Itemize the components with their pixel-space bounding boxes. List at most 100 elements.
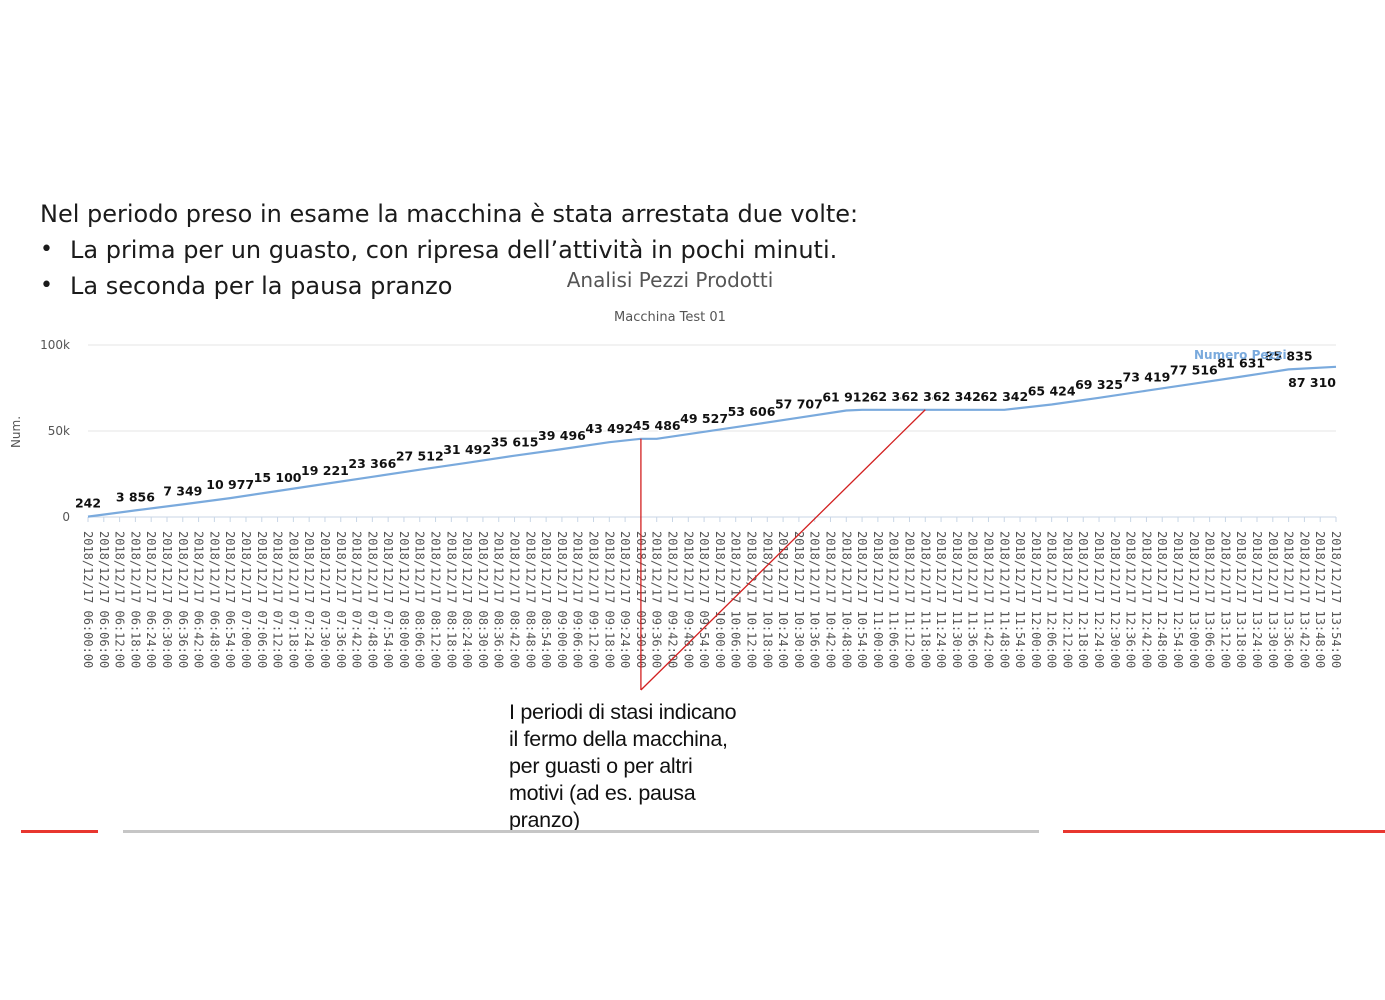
x-tick-label: 2018/12/17 08:42:00 [508, 531, 522, 668]
data-label: 69 325 [1075, 377, 1123, 392]
data-label: 35 615 [491, 435, 539, 450]
x-tick-label: 2018/12/17 08:36:00 [492, 531, 506, 668]
footer-rule-left [21, 830, 98, 833]
data-label: 10 977 [206, 477, 254, 492]
data-label: 15 100 [254, 470, 302, 485]
x-tick-label: 2018/12/17 07:36:00 [334, 531, 348, 668]
data-label: 39 496 [538, 428, 586, 443]
bullet-text-2: La seconda per la pausa pranzo [70, 272, 453, 300]
x-tick-label: 2018/12/17 09:12:00 [587, 531, 601, 668]
chart-subtitle: Macchina Test 01 [614, 310, 726, 325]
x-tick-label: 2018/12/17 13:42:00 [1297, 531, 1311, 668]
x-tick-label: 2018/12/17 12:36:00 [1124, 531, 1138, 668]
data-label: 85 835 [1265, 348, 1313, 363]
x-tick-label: 2018/12/17 11:54:00 [1013, 531, 1027, 668]
x-tick-label: 2018/12/17 11:06:00 [887, 531, 901, 668]
x-tick-label: 2018/12/17 09:24:00 [618, 531, 632, 668]
y-tick-label: 50k [48, 424, 70, 438]
x-tick-label: 2018/12/17 06:36:00 [176, 531, 190, 668]
y-tick-label: 100k [40, 338, 70, 352]
x-tick-label: 2018/12/17 07:12:00 [271, 531, 285, 668]
x-tick-label: 2018/12/17 09:42:00 [666, 531, 680, 668]
x-tick-label: 2018/12/17 06:24:00 [144, 531, 158, 668]
x-tick-label: 2018/12/17 08:30:00 [476, 531, 490, 668]
data-label: 45 486 [633, 418, 681, 433]
x-tick-label: 2018/12/17 08:54:00 [539, 531, 553, 668]
x-tick-label: 2018/12/17 10:24:00 [776, 531, 790, 668]
data-label: 27 512 [396, 449, 444, 464]
x-tick-label: 2018/12/17 06:30:00 [160, 531, 174, 668]
x-tick-label: 2018/12/17 10:30:00 [792, 531, 806, 668]
data-label: 242 [75, 496, 101, 511]
x-tick-label: 2018/12/17 11:36:00 [966, 531, 980, 668]
slide-text: Nel periodo preso in esame la macchina è… [40, 196, 940, 304]
intro-sentence: Nel periodo preso in esame la macchina è… [40, 200, 859, 228]
x-tick-label: 2018/12/17 12:18:00 [1076, 531, 1090, 668]
x-tick-label: 2018/12/17 09:36:00 [650, 531, 664, 668]
x-tick-label: 2018/12/17 13:30:00 [1266, 531, 1280, 668]
x-tick-label: 2018/12/17 08:24:00 [460, 531, 474, 668]
data-label: 3 856 [116, 489, 155, 504]
x-tick-label: 2018/12/17 10:48:00 [839, 531, 853, 668]
x-tick-label: 2018/12/17 12:24:00 [1092, 531, 1106, 668]
x-tick-label: 2018/12/17 10:18:00 [760, 531, 774, 668]
bullet-icon: • [40, 273, 53, 298]
x-tick-label: 2018/12/17 06:54:00 [223, 531, 237, 668]
x-tick-label: 2018/12/17 12:00:00 [1029, 531, 1043, 668]
data-label: 57 707 [775, 397, 823, 412]
x-tick-label: 2018/12/17 12:12:00 [1060, 531, 1074, 668]
x-tick-label: 2018/12/17 11:12:00 [902, 531, 916, 668]
x-tick-label: 2018/12/17 08:48:00 [523, 531, 537, 668]
x-tick-label: 2018/12/17 08:00:00 [397, 531, 411, 668]
data-label: 62 342 [980, 389, 1028, 404]
x-tick-label: 2018/12/17 11:42:00 [981, 531, 995, 668]
callout-line-stop-2 [640, 409, 926, 691]
x-tick-label: 2018/12/17 13:06:00 [1203, 531, 1217, 668]
x-tick-label: 2018/12/17 06:48:00 [207, 531, 221, 668]
x-tick-label: 2018/12/17 13:24:00 [1250, 531, 1264, 668]
x-tick-label: 2018/12/17 13:48:00 [1313, 531, 1327, 668]
x-tick-label: 2018/12/17 11:24:00 [934, 531, 948, 668]
x-tick-label: 2018/12/17 13:18:00 [1234, 531, 1248, 668]
x-tick-label: 2018/12/17 06:18:00 [128, 531, 142, 668]
x-tick-label: 2018/12/17 07:30:00 [318, 531, 332, 668]
data-label: 53 606 [728, 404, 776, 419]
x-tick-label: 2018/12/17 09:48:00 [681, 531, 695, 668]
x-tick-label: 2018/12/17 06:12:00 [113, 531, 127, 668]
legend-entry: Numero Pezzi [1194, 348, 1287, 362]
x-tick-label: 2018/12/17 11:00:00 [871, 531, 885, 668]
y-axis-ticks: 0 50k 100k [40, 338, 70, 524]
data-label: 23 366 [348, 456, 396, 471]
data-label: 65 424 [1028, 383, 1076, 398]
x-axis-ticks: 2018/12/17 06:00:00 2018/12/17 06:06:00 20… [81, 517, 1343, 668]
x-tick-label: 2018/12/17 10:06:00 [729, 531, 743, 668]
chart-title: Analisi Pezzi Prodotti [567, 268, 774, 292]
data-label: 77 516 [1170, 363, 1218, 378]
data-label: 62 342 [870, 389, 918, 404]
x-tick-label: 2018/12/17 11:30:00 [950, 531, 964, 668]
x-tick-label: 2018/12/17 07:00:00 [239, 531, 253, 668]
x-tick-label: 2018/12/17 12:30:00 [1108, 531, 1122, 668]
x-tick-label: 2018/12/17 12:48:00 [1155, 531, 1169, 668]
x-tick-label: 2018/12/17 07:54:00 [381, 531, 395, 668]
x-tick-label: 2018/12/17 10:12:00 [744, 531, 758, 668]
x-tick-label: 2018/12/17 06:42:00 [192, 531, 206, 668]
x-tick-label: 2018/12/17 09:00:00 [555, 531, 569, 668]
y-axis-title: Num. [9, 416, 23, 448]
x-tick-label: 2018/12/17 06:06:00 [97, 531, 111, 668]
data-labels: 242 3 856 7 349 10 977 15 100 19 221 23 366 27 … [74, 347, 1338, 512]
x-tick-label: 2018/12/17 06:00:00 [81, 531, 95, 668]
data-label: 43 492 [585, 421, 633, 436]
annotation-arrows [640, 409, 926, 691]
data-label: 81 631 [1217, 356, 1265, 371]
data-label: 19 221 [301, 463, 349, 478]
x-tick-label: 2018/12/17 07:06:00 [255, 531, 269, 668]
data-label: 49 527 [680, 411, 728, 426]
data-label: 7 349 [163, 483, 202, 498]
footer-rule-right [1063, 830, 1385, 833]
x-tick-label: 2018/12/17 13:00:00 [1187, 531, 1201, 668]
data-label: 61 912 [822, 390, 870, 405]
x-tick-label: 2018/12/17 07:18:00 [286, 531, 300, 668]
x-tick-label: 2018/12/17 13:12:00 [1218, 531, 1232, 668]
